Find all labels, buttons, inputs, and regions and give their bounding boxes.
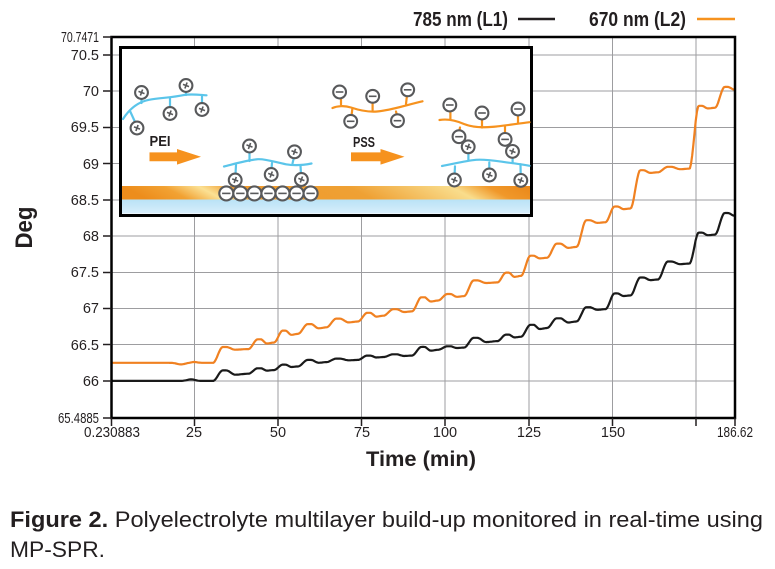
- svg-text:66.5: 66.5: [71, 338, 99, 354]
- svg-text:67: 67: [83, 301, 99, 317]
- svg-text:69.5: 69.5: [71, 120, 99, 136]
- svg-text:70.7471: 70.7471: [61, 30, 99, 46]
- svg-text:PSS: PSS: [353, 135, 375, 151]
- svg-text:125: 125: [517, 425, 541, 441]
- svg-text:68: 68: [83, 229, 99, 245]
- svg-text:670 nm (L2): 670 nm (L2): [589, 9, 686, 31]
- svg-text:150: 150: [601, 425, 625, 441]
- svg-text:PEI: PEI: [150, 134, 171, 150]
- svg-text:0.230883: 0.230883: [84, 425, 140, 441]
- svg-text:Deg: Deg: [11, 207, 38, 249]
- svg-text:50: 50: [270, 425, 286, 441]
- svg-text:100: 100: [433, 425, 457, 441]
- svg-text:68.5: 68.5: [71, 193, 99, 209]
- svg-text:75: 75: [354, 425, 370, 441]
- svg-text:785 nm (L1): 785 nm (L1): [413, 9, 508, 31]
- svg-text:66: 66: [83, 374, 99, 390]
- svg-text:186.62: 186.62: [717, 425, 753, 441]
- svg-text:70: 70: [83, 84, 99, 100]
- svg-text:25: 25: [186, 425, 202, 441]
- svg-text:70.5: 70.5: [71, 48, 99, 64]
- svg-text:67.5: 67.5: [71, 265, 99, 281]
- svg-text:69: 69: [83, 157, 99, 173]
- svg-text:MP-SPR.: MP-SPR.: [10, 537, 105, 562]
- svg-text:65.4885: 65.4885: [58, 411, 99, 427]
- svg-text:Figure 2. Polyelectrolyte mult: Figure 2. Polyelectrolyte multilayer bui…: [10, 507, 763, 532]
- svg-text:Time (min): Time (min): [366, 448, 476, 471]
